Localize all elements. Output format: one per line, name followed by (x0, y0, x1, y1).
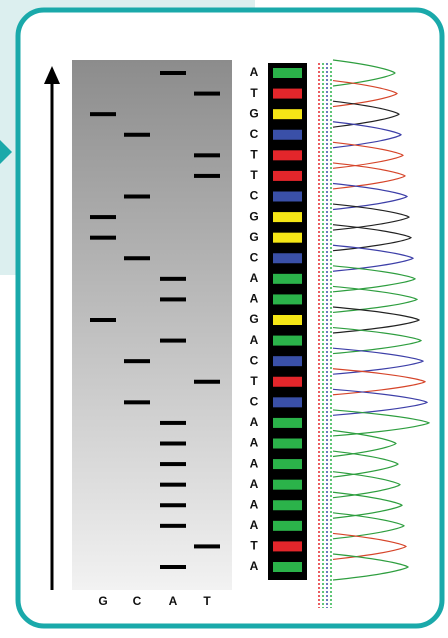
lane-label: T (203, 594, 211, 608)
base-block (273, 192, 302, 202)
base-letter: A (250, 415, 259, 429)
base-letter: A (250, 292, 259, 306)
base-letter: A (250, 65, 259, 79)
gel-band (90, 236, 116, 240)
gel-band (124, 400, 150, 404)
gel-band (160, 442, 186, 446)
base-block (273, 274, 302, 284)
base-letter: A (250, 436, 259, 450)
gel-band (160, 339, 186, 343)
gel-band (160, 71, 186, 75)
base-block (273, 562, 302, 572)
base-letter: A (250, 518, 259, 532)
gel-band (90, 318, 116, 322)
gel-band (194, 92, 220, 96)
base-block (273, 130, 302, 140)
base-letter: C (250, 395, 259, 409)
diagram: GCATATGCTTCGGCAAGACTCAAAAAATA (0, 0, 448, 633)
gel-band (160, 462, 186, 466)
gel-band (124, 359, 150, 363)
base-block (273, 480, 302, 490)
gel-band (194, 544, 220, 548)
base-letter: C (250, 250, 259, 264)
base-letter: A (250, 559, 259, 573)
gel-band (160, 277, 186, 281)
gel-band (160, 524, 186, 528)
base-letter: A (250, 271, 259, 285)
base-letter: T (250, 148, 258, 162)
base-block (273, 150, 302, 160)
gel-band (90, 112, 116, 116)
base-letter: G (249, 106, 258, 120)
base-block (273, 68, 302, 78)
base-block (273, 541, 302, 551)
base-letter: A (250, 497, 259, 511)
base-letter: G (249, 209, 258, 223)
gel-band (160, 483, 186, 487)
base-block (273, 377, 302, 387)
base-block (273, 439, 302, 449)
gel-band (194, 174, 220, 178)
lane-label: C (133, 594, 142, 608)
base-letter: A (250, 477, 259, 491)
gel-band (160, 565, 186, 569)
base-letter: C (250, 189, 259, 203)
base-block (273, 315, 302, 325)
base-letter: T (250, 86, 258, 100)
gel-band (124, 133, 150, 137)
base-block (273, 356, 302, 366)
lane-label: A (169, 594, 178, 608)
base-block (273, 397, 302, 407)
base-block (273, 212, 302, 222)
base-block (273, 500, 302, 510)
gel (72, 60, 232, 590)
base-block (273, 459, 302, 469)
base-letter: C (250, 127, 259, 141)
base-block (273, 109, 302, 119)
base-block (273, 233, 302, 243)
base-letter: T (250, 374, 258, 388)
base-letter: C (250, 353, 259, 367)
gel-band (124, 195, 150, 199)
base-block (273, 336, 302, 346)
base-letter: A (250, 333, 259, 347)
gel-band (194, 153, 220, 157)
gel-band (160, 503, 186, 507)
base-letter: T (250, 539, 258, 553)
gel-band (160, 297, 186, 301)
base-block (273, 521, 302, 531)
base-block (273, 89, 302, 99)
gel-band (194, 380, 220, 384)
base-block (273, 253, 302, 263)
base-block (273, 294, 302, 304)
base-letter: A (250, 456, 259, 470)
gel-band (90, 215, 116, 219)
base-block (273, 418, 302, 428)
gel-band (160, 421, 186, 425)
base-letter: G (249, 230, 258, 244)
base-block (273, 171, 302, 181)
base-letter: T (250, 168, 258, 182)
gel-band (124, 256, 150, 260)
base-letter: G (249, 312, 258, 326)
lane-label: G (98, 594, 107, 608)
